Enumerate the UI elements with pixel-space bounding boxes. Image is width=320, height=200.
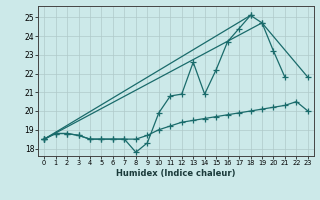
X-axis label: Humidex (Indice chaleur): Humidex (Indice chaleur) — [116, 169, 236, 178]
